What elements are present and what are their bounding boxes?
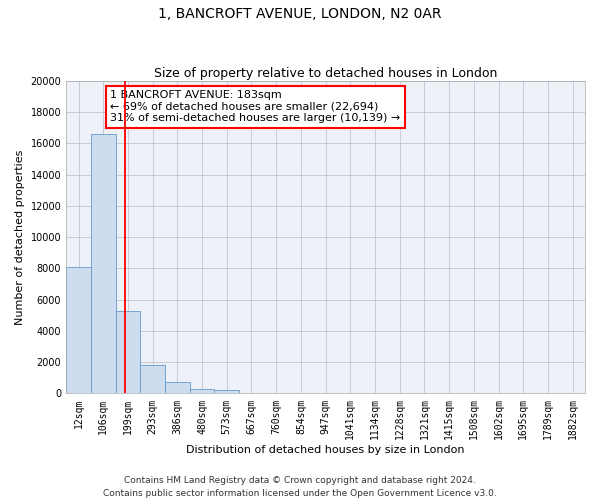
X-axis label: Distribution of detached houses by size in London: Distribution of detached houses by size … (187, 445, 465, 455)
Text: 1 BANCROFT AVENUE: 183sqm
← 69% of detached houses are smaller (22,694)
31% of s: 1 BANCROFT AVENUE: 183sqm ← 69% of detac… (110, 90, 401, 124)
Text: 1, BANCROFT AVENUE, LONDON, N2 0AR: 1, BANCROFT AVENUE, LONDON, N2 0AR (158, 8, 442, 22)
Bar (165, 382, 190, 394)
Y-axis label: Number of detached properties: Number of detached properties (15, 150, 25, 325)
Text: Contains HM Land Registry data © Crown copyright and database right 2024.
Contai: Contains HM Land Registry data © Crown c… (103, 476, 497, 498)
Bar (140, 364, 165, 394)
Title: Size of property relative to detached houses in London: Size of property relative to detached ho… (154, 66, 497, 80)
Bar (116, 310, 140, 394)
Bar (214, 390, 239, 394)
Bar (66, 267, 91, 394)
Bar (190, 389, 214, 394)
Bar (91, 134, 116, 394)
